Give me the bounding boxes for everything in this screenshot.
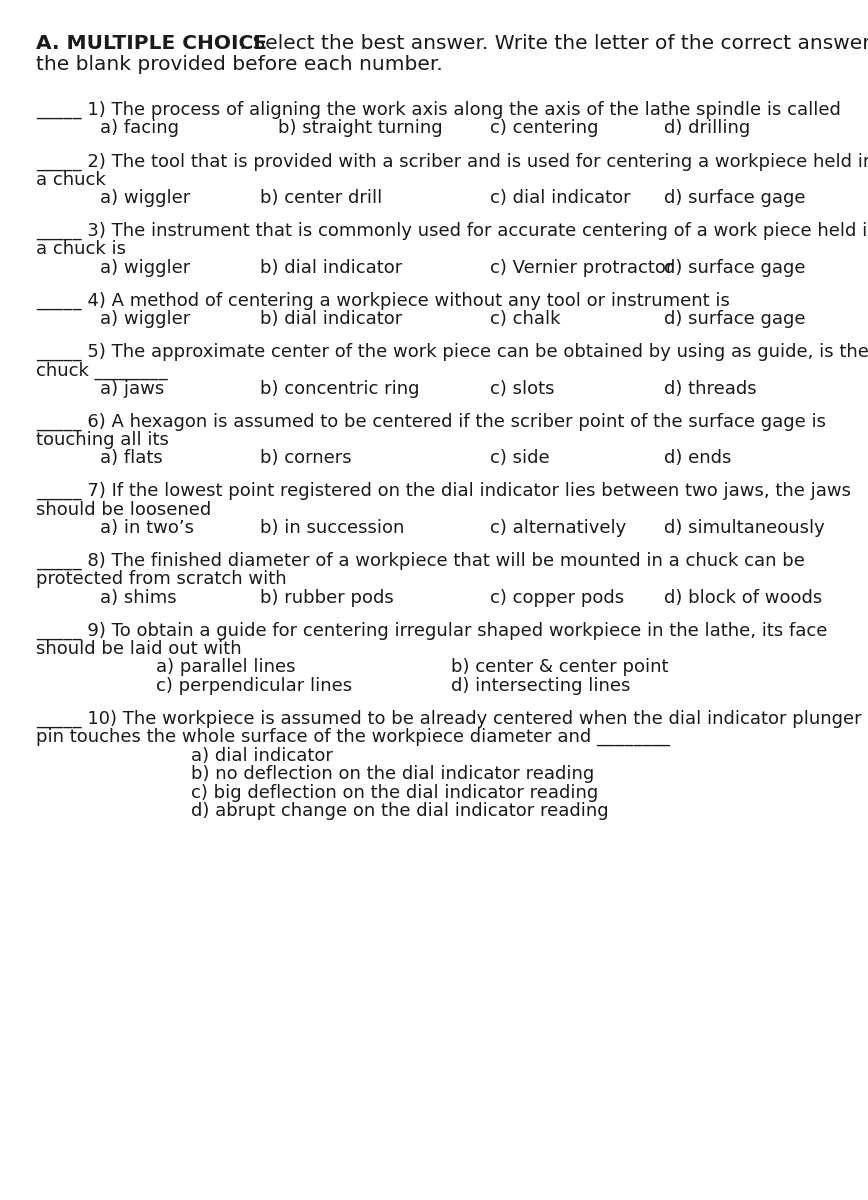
Text: a chuck is: a chuck is bbox=[36, 240, 127, 258]
Text: a) parallel lines: a) parallel lines bbox=[156, 659, 296, 677]
Text: should be loosened: should be loosened bbox=[36, 500, 212, 518]
Text: A. MULTIPLE CHOICE: A. MULTIPLE CHOICE bbox=[36, 34, 267, 53]
Text: d) drilling: d) drilling bbox=[664, 120, 750, 138]
Text: a) wiggler: a) wiggler bbox=[100, 190, 190, 208]
Text: a) in two’s: a) in two’s bbox=[100, 520, 194, 538]
Text: the blank provided before each number.: the blank provided before each number. bbox=[36, 55, 444, 73]
Text: d) simultaneously: d) simultaneously bbox=[664, 520, 825, 538]
Text: a) facing: a) facing bbox=[100, 120, 179, 138]
Text: d) surface gage: d) surface gage bbox=[664, 310, 806, 328]
Text: touching all its: touching all its bbox=[36, 431, 169, 449]
Text: should be laid out with: should be laid out with bbox=[36, 640, 242, 658]
Text: b) no deflection on the dial indicator reading: b) no deflection on the dial indicator r… bbox=[191, 766, 595, 784]
Text: a) jaws: a) jaws bbox=[100, 379, 164, 397]
Text: _____ 2) The tool that is provided with a scriber and is used for centering a wo: _____ 2) The tool that is provided with … bbox=[36, 152, 868, 170]
Text: c) perpendicular lines: c) perpendicular lines bbox=[156, 677, 352, 695]
Text: d) block of woods: d) block of woods bbox=[664, 589, 822, 607]
Text: d) ends: d) ends bbox=[664, 450, 732, 468]
Text: d) abrupt change on the dial indicator reading: d) abrupt change on the dial indicator r… bbox=[191, 802, 608, 820]
Text: b) center & center point: b) center & center point bbox=[451, 659, 669, 677]
Text: a) wiggler: a) wiggler bbox=[100, 310, 190, 328]
Text: c) chalk: c) chalk bbox=[490, 310, 561, 328]
Text: b) corners: b) corners bbox=[260, 450, 352, 468]
Text: c) slots: c) slots bbox=[490, 379, 555, 397]
Text: c) alternatively: c) alternatively bbox=[490, 520, 627, 538]
Text: c) centering: c) centering bbox=[490, 120, 599, 138]
Text: b) straight turning: b) straight turning bbox=[278, 120, 443, 138]
Text: b) dial indicator: b) dial indicator bbox=[260, 259, 403, 277]
Text: pin touches the whole surface of the workpiece diameter and ________: pin touches the whole surface of the wor… bbox=[36, 728, 670, 746]
Text: _____ 1) The process of aligning the work axis along the axis of the lathe spind: _____ 1) The process of aligning the wor… bbox=[36, 101, 841, 119]
Text: _____ 4) A method of centering a workpiece without any tool or instrument is: _____ 4) A method of centering a workpie… bbox=[36, 292, 730, 310]
Text: d) intersecting lines: d) intersecting lines bbox=[451, 677, 631, 695]
Text: _____ 5) The approximate center of the work piece can be obtained by using as gu: _____ 5) The approximate center of the w… bbox=[36, 343, 868, 361]
Text: b) rubber pods: b) rubber pods bbox=[260, 589, 394, 607]
Text: _____ 10) The workpiece is assumed to be already centered when the dial indicato: _____ 10) The workpiece is assumed to be… bbox=[36, 709, 862, 728]
Text: chuck ________: chuck ________ bbox=[36, 361, 168, 379]
Text: protected from scratch with: protected from scratch with bbox=[36, 570, 287, 588]
Text: d) surface gage: d) surface gage bbox=[664, 190, 806, 208]
Text: _____ 3) The instrument that is commonly used for accurate centering of a work p: _____ 3) The instrument that is commonly… bbox=[36, 222, 868, 240]
Text: d) threads: d) threads bbox=[664, 379, 757, 397]
Text: b) dial indicator: b) dial indicator bbox=[260, 310, 403, 328]
Text: _____ 8) The finished diameter of a workpiece that will be mounted in a chuck ca: _____ 8) The finished diameter of a work… bbox=[36, 552, 806, 570]
Text: c) Vernier protractor: c) Vernier protractor bbox=[490, 259, 674, 277]
Text: b) in succession: b) in succession bbox=[260, 520, 404, 538]
Text: c) copper pods: c) copper pods bbox=[490, 589, 625, 607]
Text: _____ 9) To obtain a guide for centering irregular shaped workpiece in the lathe: _____ 9) To obtain a guide for centering… bbox=[36, 622, 828, 640]
Text: c) big deflection on the dial indicator reading: c) big deflection on the dial indicator … bbox=[191, 784, 598, 802]
Text: c) dial indicator: c) dial indicator bbox=[490, 190, 631, 208]
Text: a) shims: a) shims bbox=[100, 589, 176, 607]
Text: c) side: c) side bbox=[490, 450, 550, 468]
Text: d) surface gage: d) surface gage bbox=[664, 259, 806, 277]
Text: b) concentric ring: b) concentric ring bbox=[260, 379, 420, 397]
Text: _____ 7) If the lowest point registered on the dial indicator lies between two j: _____ 7) If the lowest point registered … bbox=[36, 482, 852, 500]
Text: a) dial indicator: a) dial indicator bbox=[191, 746, 332, 764]
Text: b) center drill: b) center drill bbox=[260, 190, 383, 208]
Text: a) wiggler: a) wiggler bbox=[100, 259, 190, 277]
Text: : Select the best answer. Write the letter of the correct answer on: : Select the best answer. Write the lett… bbox=[220, 34, 868, 53]
Text: _____ 6) A hexagon is assumed to be centered if the scriber point of the surface: _____ 6) A hexagon is assumed to be cent… bbox=[36, 413, 826, 431]
Text: a chuck: a chuck bbox=[36, 170, 106, 188]
Text: a) flats: a) flats bbox=[100, 450, 162, 468]
